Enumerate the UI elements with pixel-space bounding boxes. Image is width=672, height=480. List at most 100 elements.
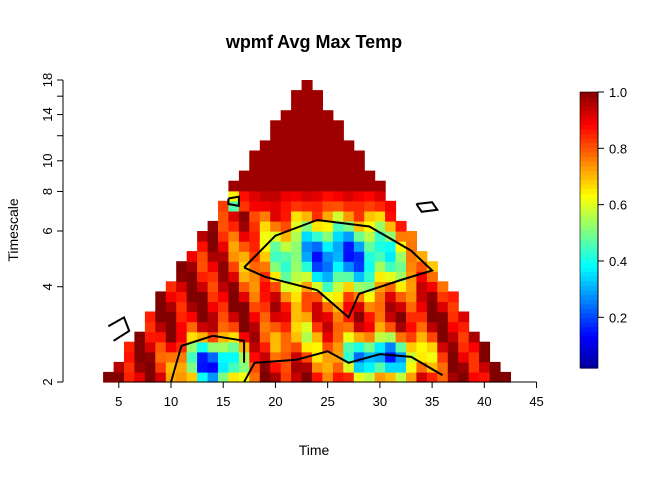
heatmap-cell xyxy=(186,301,198,313)
heatmap-cell xyxy=(228,311,240,323)
colorbar-segment xyxy=(580,225,598,231)
heatmap-cell xyxy=(353,261,365,272)
heatmap-cell xyxy=(186,291,198,303)
colorbar-segment xyxy=(580,331,598,337)
heatmap-cell xyxy=(312,311,323,323)
heatmap-cell xyxy=(228,220,240,232)
heatmap-cell xyxy=(113,361,125,373)
heatmap-cell xyxy=(385,341,397,353)
heatmap-cell xyxy=(447,331,459,343)
colorbar-segment xyxy=(580,133,598,139)
heatmap-cell xyxy=(259,281,271,292)
heatmap-cell xyxy=(270,291,282,303)
heatmap-cell xyxy=(385,371,397,383)
heatmap-cell xyxy=(353,160,365,172)
heatmap-cell xyxy=(385,301,397,313)
heatmap-cell xyxy=(322,361,334,373)
heatmap-cell xyxy=(176,311,188,323)
heatmap-cell xyxy=(165,301,177,313)
heatmap-cell xyxy=(332,341,344,353)
heatmap-cell xyxy=(426,281,438,292)
heatmap-cell xyxy=(332,311,344,323)
heatmap-cell xyxy=(280,241,292,252)
heatmap-cell xyxy=(207,220,219,232)
colorbar-segment xyxy=(580,312,598,318)
heatmap-cell xyxy=(291,321,303,333)
heatmap-cell xyxy=(113,371,125,383)
heatmap-cell xyxy=(197,271,209,282)
x-tick-label: 35 xyxy=(425,394,439,409)
heatmap-cell xyxy=(343,261,355,272)
heatmap-cell xyxy=(280,271,292,282)
colorbar-segment xyxy=(580,354,598,360)
colorbar-segment xyxy=(580,211,598,217)
heatmap-cell xyxy=(228,301,240,313)
heatmap-cell xyxy=(437,321,449,333)
contour-line xyxy=(243,218,435,320)
heatmap-cell xyxy=(447,351,459,363)
heatmap-cell xyxy=(437,371,449,383)
chart-title: wpmf Avg Max Temp xyxy=(225,32,402,52)
heatmap-cell xyxy=(176,321,188,333)
heatmap-cell xyxy=(291,361,303,373)
heatmap-cell xyxy=(322,271,334,282)
heatmap-cell xyxy=(218,271,229,282)
heatmap-cell xyxy=(332,261,344,272)
heatmap-cell xyxy=(144,371,156,383)
heatmap-cell xyxy=(238,271,250,282)
heatmap-cell xyxy=(280,130,292,141)
heatmap-cell xyxy=(332,251,344,262)
heatmap-cell xyxy=(364,311,376,323)
heatmap-cell xyxy=(280,110,292,121)
heatmap-cell xyxy=(353,150,365,162)
heatmap-cell xyxy=(228,241,240,252)
heatmap-cell xyxy=(343,291,355,303)
heatmap-cell xyxy=(395,341,407,353)
heatmap-cell xyxy=(124,341,135,353)
heatmap-cell xyxy=(322,200,334,212)
heatmap-cell xyxy=(270,190,282,202)
heatmap-cell xyxy=(291,200,303,212)
heatmap-cell xyxy=(322,160,334,172)
heatmap-cell xyxy=(322,371,334,383)
heatmap-cell xyxy=(479,341,491,353)
heatmap-cell xyxy=(144,361,156,373)
heatmap-cell xyxy=(280,140,292,152)
heatmap-cell xyxy=(207,301,219,313)
heatmap-cell xyxy=(280,321,292,333)
heatmap-cell xyxy=(322,251,334,262)
heatmap-cell xyxy=(301,80,313,91)
heatmap-cell xyxy=(353,331,365,343)
colorbar-segment xyxy=(580,156,598,162)
heatmap-cell xyxy=(280,351,292,363)
heatmap-cell xyxy=(249,361,261,373)
heatmap-cell xyxy=(176,371,188,383)
heatmap-cell xyxy=(291,261,303,272)
heatmap-cell xyxy=(249,200,261,212)
heatmap-cell xyxy=(259,321,271,333)
heatmap-cell xyxy=(364,271,376,282)
heatmap-cell xyxy=(312,341,323,353)
heatmap-cell xyxy=(406,341,417,353)
heatmap-cell xyxy=(238,331,250,343)
heatmap-cell xyxy=(458,331,470,343)
heatmap-cell xyxy=(322,261,334,272)
heatmap-cell xyxy=(124,361,135,373)
heatmap-cell xyxy=(259,361,271,373)
heatmap-cell xyxy=(301,371,313,383)
heatmap-cell xyxy=(343,241,355,252)
heatmap-cell xyxy=(144,351,156,363)
heatmap-cell xyxy=(270,220,282,232)
heatmap-cell xyxy=(291,241,303,252)
heatmap-cell xyxy=(322,331,334,343)
heatmap-cell xyxy=(395,220,407,232)
heatmap-cell xyxy=(270,241,282,252)
contour-line xyxy=(415,201,440,213)
heatmap-cell xyxy=(238,321,250,333)
heatmap-cell xyxy=(301,261,313,272)
y-tick-label: 6 xyxy=(40,227,55,234)
y-tick-label: 10 xyxy=(40,154,55,168)
heatmap-cell xyxy=(322,301,334,313)
heatmap-cell xyxy=(332,271,344,282)
heatmap-cell xyxy=(353,361,365,373)
